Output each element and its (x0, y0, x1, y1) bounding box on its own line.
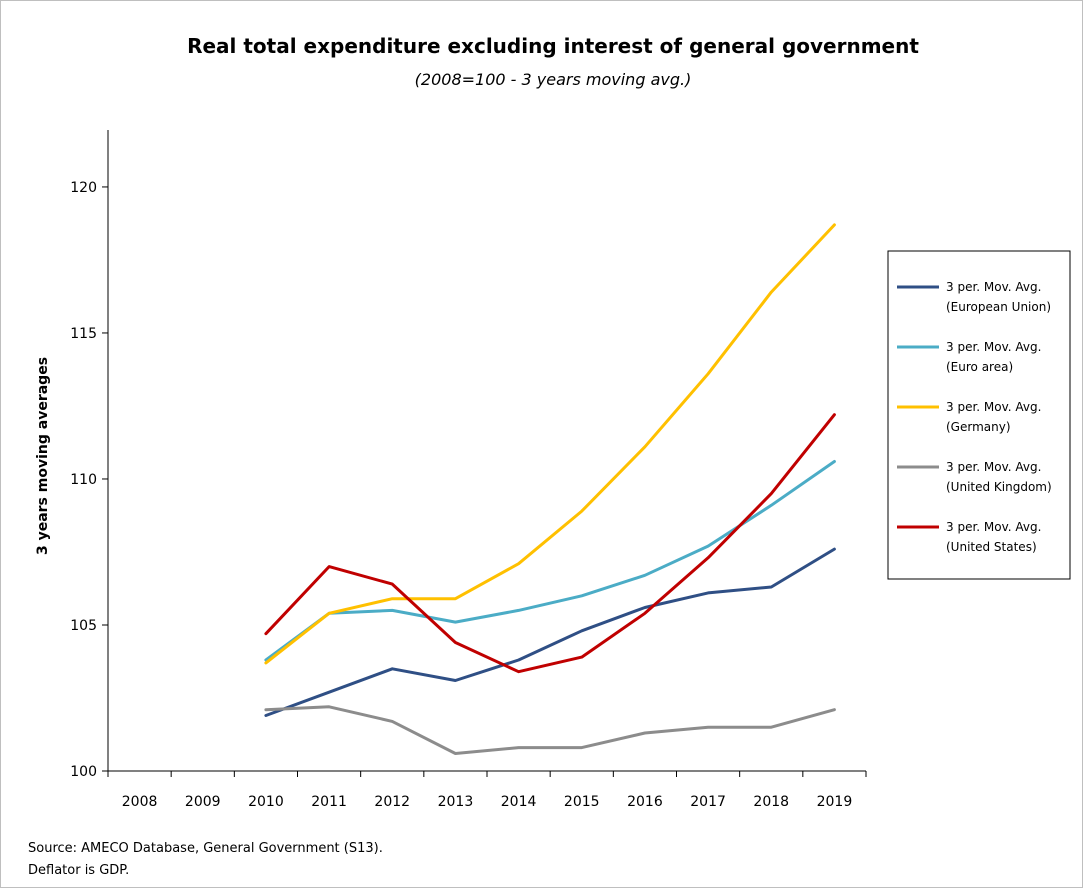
legend-label-5: (United States) (946, 540, 1037, 554)
x-tick-label: 2018 (753, 794, 789, 810)
source-line-1: Source: AMECO Database, General Governme… (28, 841, 383, 856)
legend-box (887, 250, 1071, 580)
legend-label-5: 3 per. Mov. Avg. (946, 520, 1041, 534)
y-axis-label: 3 years moving averages (35, 357, 51, 555)
chart-subtitle: (2008=100 - 3 years moving avg.) (415, 70, 692, 89)
y-tick-label: 115 (70, 326, 97, 342)
x-tick-label: 2014 (501, 794, 537, 810)
legend-label-1: (European Union) (946, 300, 1051, 314)
series-line-4 (264, 705, 836, 755)
legend-label-4: (United Kingdom) (946, 480, 1052, 494)
legend-label-3: (Germany) (946, 420, 1011, 434)
source-line-2: Deflator is GDP. (28, 863, 129, 878)
source-note: Source: AMECO Database, General Governme… (28, 841, 383, 878)
x-tick-label: 2017 (690, 794, 726, 810)
x-tick-label: 2019 (817, 794, 853, 810)
x-tick-label: 2008 (122, 794, 158, 810)
series-line-1 (264, 547, 836, 717)
series-line-5 (264, 413, 836, 674)
x-tick-label: 2011 (311, 794, 347, 810)
legend-label-3: 3 per. Mov. Avg. (946, 400, 1041, 414)
x-tick-label: 2016 (627, 794, 663, 810)
legend: 3 per. Mov. Avg. (European Union) 3 per. M… (887, 250, 1071, 580)
x-tick-label: 2015 (564, 794, 600, 810)
y-tick-label: 110 (70, 472, 97, 488)
x-tick-label: 2010 (248, 794, 284, 810)
x-tick-label: 2009 (185, 794, 221, 810)
axes: 100 105 110 115 120 2008 2009 2010 2011 2012 2013 2… (70, 130, 867, 810)
y-tick-label: 100 (70, 764, 97, 780)
x-tick-label: 2013 (438, 794, 474, 810)
legend-label-4: 3 per. Mov. Avg. (946, 460, 1041, 474)
series-line-3 (264, 223, 836, 665)
legend-label-2: (Euro area) (946, 360, 1013, 374)
y-tick-label: 105 (70, 618, 97, 634)
legend-label-2: 3 per. Mov. Avg. (946, 340, 1041, 354)
x-tick-label: 2012 (374, 794, 410, 810)
y-tick-label: 120 (70, 180, 97, 196)
series-line-2 (264, 460, 836, 662)
legend-label-1: 3 per. Mov. Avg. (946, 280, 1041, 294)
plot-lines (264, 223, 836, 755)
chart-title: Real total expenditure excluding interes… (187, 34, 919, 58)
